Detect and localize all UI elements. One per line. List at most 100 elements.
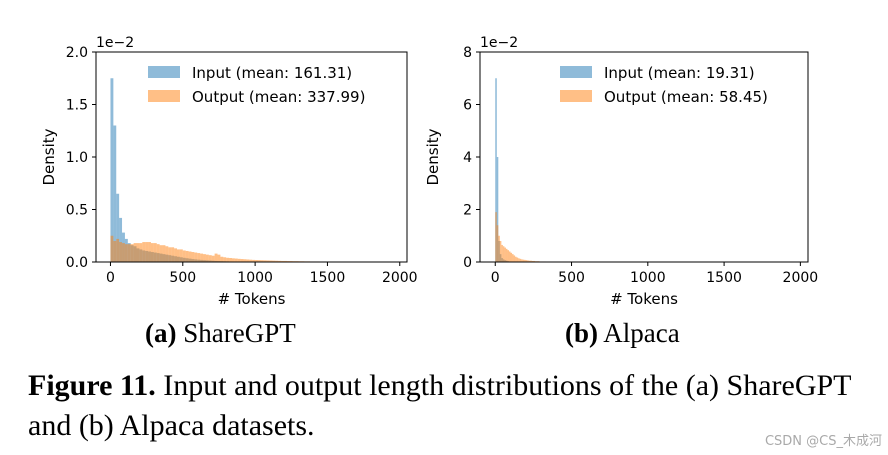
histogram-bar bbox=[281, 260, 285, 262]
histogram-bar bbox=[110, 235, 114, 262]
histogram-bar bbox=[174, 248, 177, 262]
histogram-bar bbox=[203, 254, 206, 263]
histogram-bar bbox=[185, 250, 189, 262]
histogram-bar bbox=[208, 255, 212, 262]
histogram-bar bbox=[226, 257, 230, 262]
x-tick-label: 500 bbox=[169, 270, 196, 286]
histogram-bar bbox=[237, 258, 241, 262]
histogram-bar bbox=[142, 242, 146, 262]
histogram-bar bbox=[150, 243, 154, 262]
histogram-bar bbox=[130, 244, 134, 262]
histogram-bar bbox=[525, 260, 528, 262]
histogram-bar bbox=[495, 212, 497, 263]
histogram-bar bbox=[531, 260, 534, 262]
histogram-bar bbox=[182, 250, 186, 262]
x-tick-label: 0 bbox=[106, 270, 115, 286]
histogram-bar bbox=[496, 157, 499, 262]
histogram-bar bbox=[205, 254, 209, 262]
histogram-bar bbox=[127, 244, 131, 262]
legend-label: Output (mean: 337.99) bbox=[192, 88, 365, 106]
chart-panel-1: 0 500 1000 1500 2000 0 2 4 6 8 1e−2 # Tokens Density… bbox=[424, 35, 818, 308]
histogram-bar bbox=[508, 251, 511, 262]
histogram-bar bbox=[168, 247, 172, 262]
figure-caption: Figure 11. Input and output length distr… bbox=[28, 366, 868, 446]
histogram-bar bbox=[246, 259, 250, 262]
histogram-bar bbox=[507, 250, 509, 262]
y-tick-label: 0.0 bbox=[66, 255, 88, 271]
legend-swatch bbox=[560, 66, 592, 78]
histogram-bar bbox=[518, 258, 520, 262]
axes-frame bbox=[95, 51, 408, 263]
histogram-bar bbox=[188, 251, 192, 262]
watermark: CSDN @CS_木成河 bbox=[764, 434, 882, 449]
histogram-bar bbox=[266, 260, 270, 262]
y-tick-label: 6 bbox=[463, 98, 472, 114]
legend-swatch bbox=[560, 90, 592, 102]
subcaption-b-name: Alpaca bbox=[603, 318, 680, 348]
histogram-bar bbox=[255, 260, 259, 262]
histogram-bar bbox=[165, 246, 169, 262]
x-axis-label: # Tokens bbox=[218, 290, 286, 308]
histogram-bar bbox=[133, 243, 137, 262]
histogram-bar bbox=[522, 259, 525, 262]
histogram-bar bbox=[501, 244, 503, 262]
subcaption-b: (b) Alpaca bbox=[565, 318, 680, 349]
histogram-bar bbox=[136, 243, 140, 262]
legend-label: Input (mean: 19.31) bbox=[604, 64, 755, 82]
histogram-bar bbox=[504, 247, 506, 262]
histogram-bar bbox=[214, 253, 218, 262]
y-tick-label: 2 bbox=[463, 203, 472, 219]
histogram-bar bbox=[156, 244, 160, 262]
histogram-bar bbox=[502, 246, 505, 262]
x-axis-label: # Tokens bbox=[610, 290, 678, 308]
histogram-bar bbox=[260, 260, 264, 262]
histogram-bar bbox=[153, 243, 157, 262]
histogram-bar bbox=[496, 225, 499, 262]
y-axis-label: Density bbox=[40, 128, 58, 185]
histogram-bar bbox=[116, 238, 120, 262]
chart-canvas: 0 500 1000 1500 2000 0.0 0.5 1.0 1.5 2.0 1e−2 # Tok… bbox=[40, 35, 818, 308]
histogram-bar bbox=[527, 260, 529, 262]
histogram-bar bbox=[515, 256, 517, 262]
histogram-bar bbox=[211, 255, 215, 262]
histogram-bar bbox=[263, 260, 267, 262]
histogram-bar bbox=[519, 258, 522, 262]
histogram-bar bbox=[191, 252, 195, 262]
histogram-bar bbox=[499, 241, 502, 262]
histogram-bar bbox=[495, 78, 497, 262]
x-tick-label: 0 bbox=[491, 270, 500, 286]
x-tick-label: 1500 bbox=[310, 270, 346, 286]
y-tick-label: 4 bbox=[463, 150, 472, 166]
subcaption-b-label: (b) bbox=[565, 318, 598, 348]
histogram-bar bbox=[229, 258, 232, 262]
x-tick-label: 2000 bbox=[382, 270, 418, 286]
histogram-bar bbox=[533, 260, 535, 262]
series-0-1 bbox=[110, 235, 400, 263]
series-1-1 bbox=[495, 212, 557, 263]
figure-caption-label: Figure 11. bbox=[28, 369, 156, 402]
histogram-bar bbox=[194, 252, 198, 262]
histogram-bar bbox=[528, 260, 531, 262]
axes-frame bbox=[479, 51, 809, 263]
x-tick-label: 500 bbox=[558, 270, 585, 286]
histogram-bar bbox=[148, 242, 151, 262]
legend-swatch bbox=[148, 90, 180, 102]
histogram-bar bbox=[139, 243, 143, 262]
y-tick-label: 2.0 bbox=[66, 45, 88, 61]
histogram-bar bbox=[512, 254, 514, 263]
histogram-bar bbox=[278, 260, 282, 262]
histogram-bar bbox=[113, 125, 117, 262]
y-axis-label: Density bbox=[424, 128, 442, 185]
histogram-bar bbox=[516, 257, 519, 262]
histogram-bar bbox=[145, 242, 149, 262]
subcaption-a: (a) ShareGPT bbox=[145, 318, 296, 349]
histogram-bar bbox=[124, 244, 128, 262]
x-tick-label: 1000 bbox=[237, 270, 273, 286]
histogram-bar bbox=[275, 260, 279, 262]
histogram-bar bbox=[116, 193, 120, 262]
y-offset-label: 1e−2 bbox=[480, 35, 518, 51]
histogram-bar bbox=[498, 235, 500, 262]
histogram-bar bbox=[269, 260, 273, 262]
y-tick-label: 1.0 bbox=[66, 150, 88, 166]
